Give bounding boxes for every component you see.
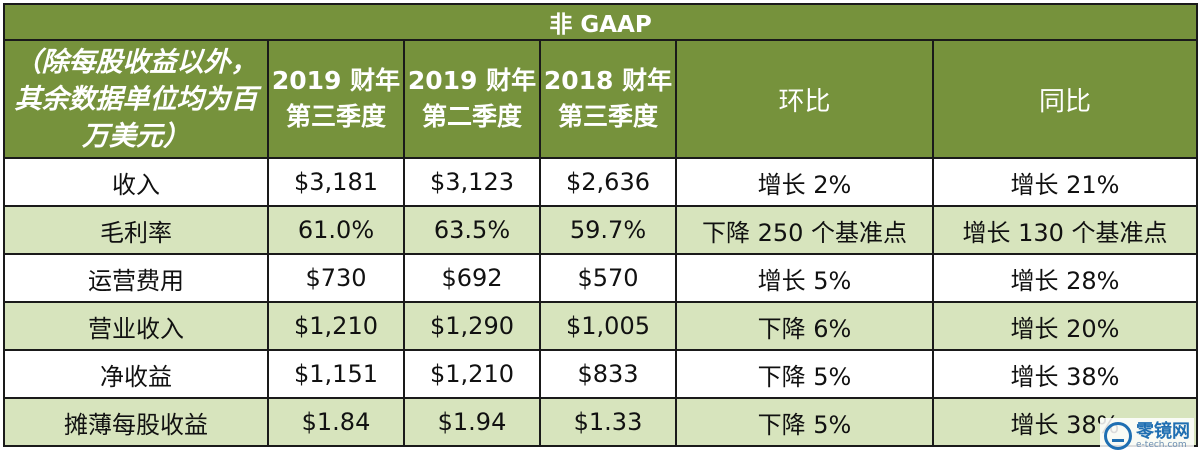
cell-qoq: 下降 5%	[675, 397, 934, 447]
table-row: 净收益 $1,151 $1,210 $833 下降 5% 增长 38%	[3, 349, 1198, 399]
cell-qoq: 下降 5%	[675, 349, 934, 399]
row-metric-label: 净收益	[3, 349, 269, 399]
logo-icon	[1104, 422, 1132, 450]
cell-yoy: 增长 20%	[932, 301, 1198, 351]
cell-q3-2018: $2,636	[539, 157, 677, 207]
cell-q2-2019: $1.94	[403, 397, 541, 447]
cell-q3-2018: $570	[539, 253, 677, 303]
cell-qoq: 增长 2%	[675, 157, 934, 207]
watermark-name: 零镜网	[1136, 420, 1190, 442]
row-metric-label: 收入	[3, 157, 269, 207]
table-title: 非 GAAP	[3, 3, 1198, 41]
cell-q2-2019: $1,290	[403, 301, 541, 351]
column-header-unit: （除每股收益以外，其余数据单位均为百万美元）	[3, 39, 269, 159]
row-metric-label: 毛利率	[3, 205, 269, 255]
cell-q3-2019: $1,151	[267, 349, 405, 399]
cell-yoy: 增长 21%	[932, 157, 1198, 207]
table-row: 营业收入 $1,210 $1,290 $1,005 下降 6% 增长 20%	[3, 301, 1198, 351]
column-header-yoy: 同比	[932, 39, 1198, 159]
table-row: 摊薄每股收益 $1.84 $1.94 $1.33 下降 5% 增长 38%	[3, 397, 1198, 447]
row-metric-label: 摊薄每股收益	[3, 397, 269, 447]
cell-qoq: 下降 250 个基准点	[675, 205, 934, 255]
financial-table: 非 GAAP （除每股收益以外，其余数据单位均为百万美元） 2019 财年第三季…	[3, 3, 1198, 447]
watermark: 零镜网 e-tech.com	[1100, 418, 1194, 454]
table-row: 收入 $3,181 $3,123 $2,636 增长 2% 增长 21%	[3, 157, 1198, 207]
column-header-qoq: 环比	[675, 39, 934, 159]
column-header-q3-2019: 2019 财年第三季度	[267, 39, 405, 159]
cell-q3-2019: 61.0%	[267, 205, 405, 255]
cell-q3-2018: $1,005	[539, 301, 677, 351]
table-row: 运营费用 $730 $692 $570 增长 5% 增长 28%	[3, 253, 1198, 303]
cell-q3-2019: $1,210	[267, 301, 405, 351]
cell-yoy: 增长 130 个基准点	[932, 205, 1198, 255]
cell-yoy: 增长 28%	[932, 253, 1198, 303]
cell-q3-2018: 59.7%	[539, 205, 677, 255]
cell-qoq: 下降 6%	[675, 301, 934, 351]
cell-q3-2019: $3,181	[267, 157, 405, 207]
table-title-row: 非 GAAP	[3, 3, 1198, 41]
cell-q3-2019: $730	[267, 253, 405, 303]
cell-q2-2019: $1,210	[403, 349, 541, 399]
cell-q2-2019: $692	[403, 253, 541, 303]
table-header-row: （除每股收益以外，其余数据单位均为百万美元） 2019 财年第三季度 2019 …	[3, 39, 1198, 159]
cell-q3-2018: $1.33	[539, 397, 677, 447]
watermark-text: 零镜网 e-tech.com	[1136, 420, 1190, 450]
row-metric-label: 营业收入	[3, 301, 269, 351]
column-header-q2-2019: 2019 财年第二季度	[403, 39, 541, 159]
cell-q3-2019: $1.84	[267, 397, 405, 447]
table-row: 毛利率 61.0% 63.5% 59.7% 下降 250 个基准点 增长 130…	[3, 205, 1198, 255]
cell-qoq: 增长 5%	[675, 253, 934, 303]
cell-q3-2018: $833	[539, 349, 677, 399]
cell-yoy: 增长 38%	[932, 349, 1198, 399]
column-header-q3-2018: 2018 财年第三季度	[539, 39, 677, 159]
row-metric-label: 运营费用	[3, 253, 269, 303]
cell-q2-2019: $3,123	[403, 157, 541, 207]
cell-q2-2019: 63.5%	[403, 205, 541, 255]
watermark-site: e-tech.com	[1136, 439, 1187, 450]
